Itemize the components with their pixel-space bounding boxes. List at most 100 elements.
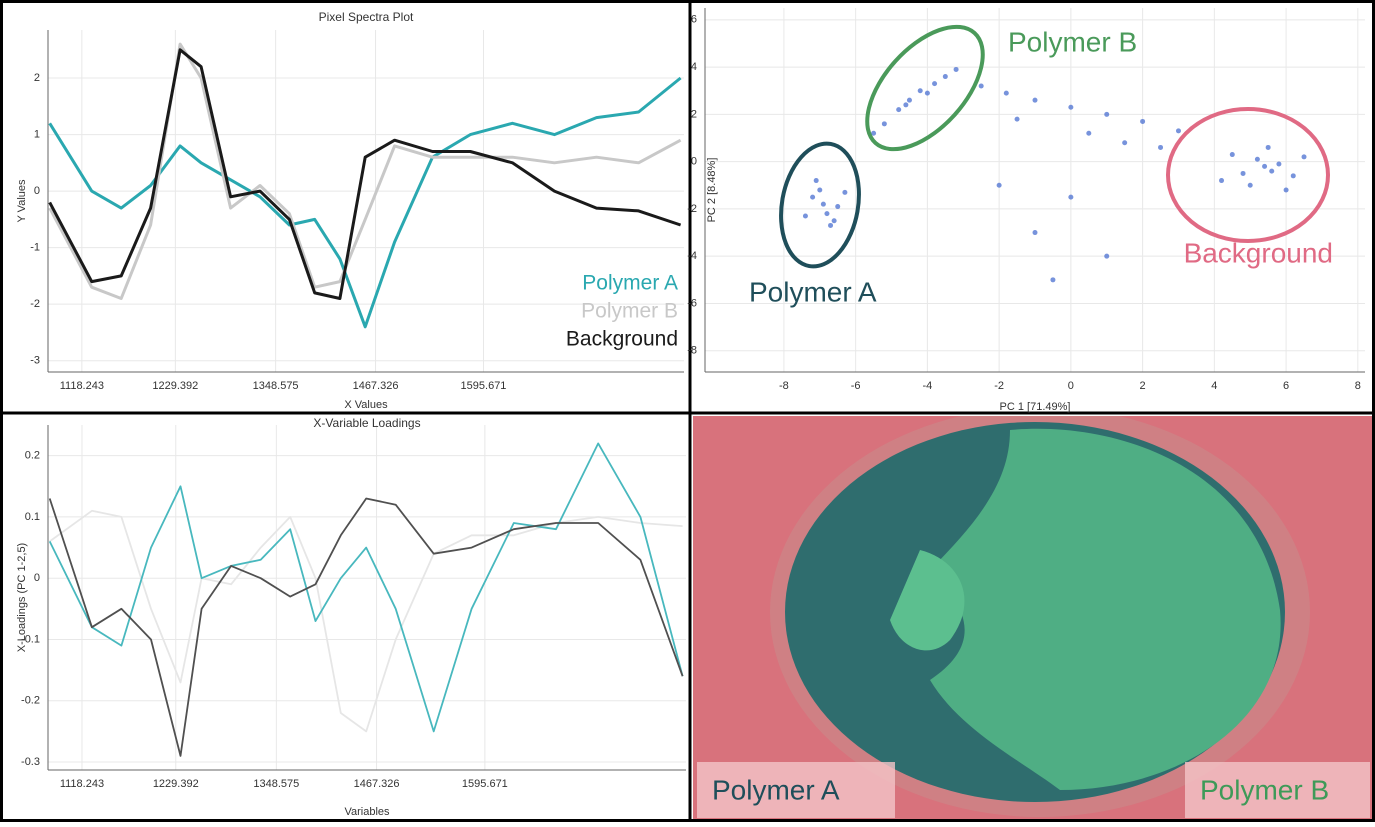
scatter-point (1262, 164, 1267, 169)
image-label: Polymer B (1200, 774, 1329, 805)
y-tick-label: -4 (687, 250, 697, 262)
y-tick-label: -1 (30, 242, 40, 254)
annotation-label: Polymer A (749, 276, 877, 307)
scatter-point (979, 84, 984, 89)
series-line (50, 44, 681, 298)
legend-entry: Background (566, 328, 678, 351)
annotation-label: Polymer B (1008, 26, 1137, 57)
series-line (50, 50, 681, 299)
scatter-point (1302, 154, 1307, 159)
x-axis-label: X Values (344, 399, 388, 411)
x-tick-label: -4 (923, 380, 933, 392)
y-tick-label: -6 (687, 297, 697, 309)
y-axis-label: PC 2 [8.48%] (706, 158, 718, 223)
scatter-point (954, 67, 959, 72)
scatter-point (918, 88, 923, 93)
x-tick-label: 1348.575 (253, 778, 299, 790)
scatter-point (803, 214, 808, 219)
scatter-point (1176, 128, 1181, 133)
chart-title: Pixel Spectra Plot (319, 10, 414, 24)
x-tick-label: 1229.392 (153, 778, 199, 790)
x-tick-label: -8 (779, 380, 789, 392)
y-tick-label: 0.2 (25, 450, 40, 462)
scatter-point (1276, 162, 1281, 167)
x-tick-label: -6 (851, 380, 861, 392)
scatter-point (1033, 98, 1038, 103)
x-tick-label: 0 (1068, 380, 1074, 392)
sample-image (693, 407, 1372, 819)
y-tick-label: 0.1 (25, 511, 40, 523)
x-tick-label: 1467.326 (353, 380, 399, 392)
scatter-point (1068, 105, 1073, 110)
x-tick-label: 4 (1211, 380, 1217, 392)
y-tick-label: 2 (34, 72, 40, 84)
scatter-point (1255, 157, 1260, 162)
scatter-point (1015, 117, 1020, 122)
scatter-point (1068, 195, 1073, 200)
y-tick-label: -2 (30, 298, 40, 310)
scatter-point (907, 98, 912, 103)
scatter-point (1291, 173, 1296, 178)
y-tick-label: -2 (687, 203, 697, 215)
scatter-point (832, 218, 837, 223)
scatter-point (882, 121, 887, 126)
scatter-point (896, 107, 901, 112)
legend-entry: Polymer A (582, 272, 678, 295)
x-tick-label: 8 (1355, 380, 1361, 392)
y-tick-label: 1 (34, 128, 40, 140)
scatter-point (1122, 140, 1127, 145)
legend-entry: Polymer B (581, 300, 678, 323)
scatter-point (1158, 145, 1163, 150)
y-tick-label: 0 (691, 156, 697, 168)
scatter-point (943, 74, 948, 79)
x-tick-label: 2 (1140, 380, 1146, 392)
y-tick-label: 2 (691, 108, 697, 120)
scatter-point (814, 178, 819, 183)
scatter-point (1086, 131, 1091, 136)
x-tick-label: 1467.326 (354, 778, 400, 790)
x-axis-label: PC 1 [71.49%] (1000, 401, 1071, 413)
scatter-point (932, 81, 937, 86)
scatter-point (810, 195, 815, 200)
scatter-point (1230, 152, 1235, 157)
scatter-point (903, 102, 908, 107)
x-tick-label: 1348.575 (253, 380, 299, 392)
y-tick-label: -3 (30, 355, 40, 367)
x-tick-label: 1595.671 (461, 380, 507, 392)
x-tick-label: 1595.671 (462, 778, 508, 790)
x-tick-label: 1229.392 (152, 380, 198, 392)
y-tick-label: 6 (691, 14, 697, 26)
scatter-point (842, 190, 847, 195)
scatter-point (1104, 254, 1109, 259)
scatter-point (828, 223, 833, 228)
x-tick-label: 1118.243 (60, 778, 104, 790)
scatter-point (1266, 145, 1271, 150)
annotation-label: Background (1184, 237, 1333, 268)
y-tick-label: -8 (687, 345, 697, 357)
x-tick-label: 1118.243 (60, 380, 104, 392)
scatter-point (835, 204, 840, 209)
scatter-point (1248, 183, 1253, 188)
image-label: Polymer A (712, 774, 840, 805)
series-line (50, 511, 683, 732)
scatter-point (1033, 230, 1038, 235)
annotation-ellipse (1168, 109, 1328, 241)
chart-title: X-Variable Loadings (313, 416, 420, 430)
scatter-point (1284, 188, 1289, 193)
y-tick-label: -0.2 (21, 695, 40, 707)
y-tick-label: 0 (34, 572, 40, 584)
x-axis-label: Variables (344, 806, 390, 818)
scatter-point (1269, 169, 1274, 174)
scatter-point (821, 202, 826, 207)
y-tick-label: 4 (691, 61, 697, 73)
y-axis-label: Y Values (16, 179, 28, 223)
scatter-point (1140, 119, 1145, 124)
y-tick-label: -0.3 (21, 756, 40, 768)
scatter-point (1241, 171, 1246, 176)
series-line (50, 499, 683, 756)
y-tick-label: 0 (34, 185, 40, 197)
scatter-point (1050, 277, 1055, 282)
scatter-point (925, 91, 930, 96)
scatter-point (1104, 112, 1109, 117)
annotation-ellipse (772, 137, 868, 272)
